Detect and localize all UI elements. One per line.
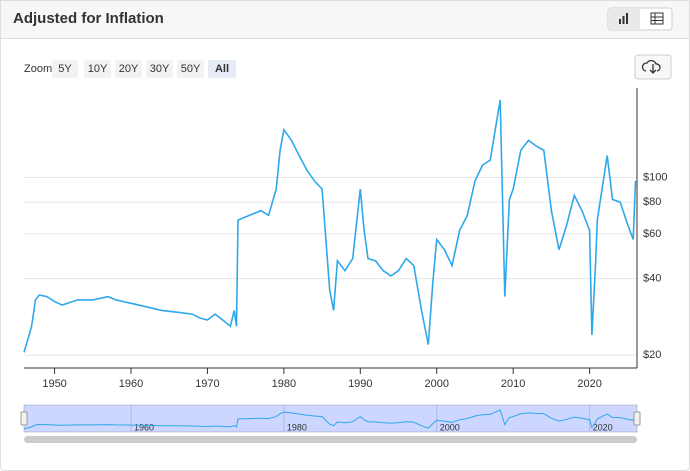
navigator-handle[interactable] bbox=[633, 411, 641, 426]
navigator-line bbox=[23, 409, 636, 430]
download-button[interactable] bbox=[634, 54, 672, 80]
x-tick-label: 2020 bbox=[577, 378, 601, 390]
icon bbox=[619, 19, 621, 24]
x-tick-label: 2000 bbox=[425, 378, 449, 390]
zoom-button[interactable] bbox=[52, 60, 78, 78]
zoom-label: Zoom bbox=[24, 63, 52, 75]
navigator-tick-label: 2000 bbox=[440, 422, 460, 432]
navigator[interactable] bbox=[23, 404, 638, 433]
navigator-tick-label: 2020 bbox=[593, 422, 613, 432]
zoom-button-label: 20Y bbox=[119, 63, 139, 75]
x-tick-label: 1970 bbox=[195, 378, 219, 390]
zoom-button-label: 30Y bbox=[150, 63, 170, 75]
x-tick-label: 1950 bbox=[42, 378, 66, 390]
icon bbox=[626, 13, 628, 24]
view-toggle[interactable] bbox=[607, 7, 673, 31]
zoom-button-label: 50Y bbox=[181, 63, 201, 75]
y-tick-label: $20 bbox=[643, 349, 661, 361]
navigator-handle[interactable] bbox=[20, 411, 28, 426]
navigator-tick-label: 1980 bbox=[287, 422, 307, 432]
header-bar bbox=[0, 0, 690, 39]
zoom-button[interactable] bbox=[146, 60, 173, 78]
x-tick-label: 1980 bbox=[272, 378, 296, 390]
zoom-button-label: All bbox=[215, 63, 229, 75]
y-tick-label: $60 bbox=[643, 228, 661, 240]
price-line bbox=[23, 99, 637, 353]
zoom-button[interactable] bbox=[84, 60, 111, 78]
zoom-button[interactable] bbox=[177, 60, 204, 78]
x-tick-label: 1990 bbox=[348, 378, 372, 390]
zoom-button[interactable] bbox=[115, 60, 142, 78]
header-title: Adjusted for Inflation bbox=[13, 10, 164, 27]
icon bbox=[622, 16, 625, 24]
table-view-button[interactable] bbox=[650, 12, 664, 25]
scrollbar[interactable] bbox=[24, 436, 637, 443]
y-tick-label: $80 bbox=[643, 196, 661, 208]
zoom-button-label: 5Y bbox=[58, 63, 72, 75]
navigator-tick-label: 1960 bbox=[134, 422, 154, 432]
x-tick-label: 2010 bbox=[501, 378, 525, 390]
zoom-button[interactable] bbox=[208, 60, 236, 78]
x-tick-label: 1960 bbox=[119, 378, 143, 390]
download-icon bbox=[641, 59, 661, 74]
y-tick-label: $100 bbox=[643, 171, 667, 183]
y-tick-label: $40 bbox=[643, 273, 661, 285]
zoom-button-label: 10Y bbox=[88, 63, 108, 75]
